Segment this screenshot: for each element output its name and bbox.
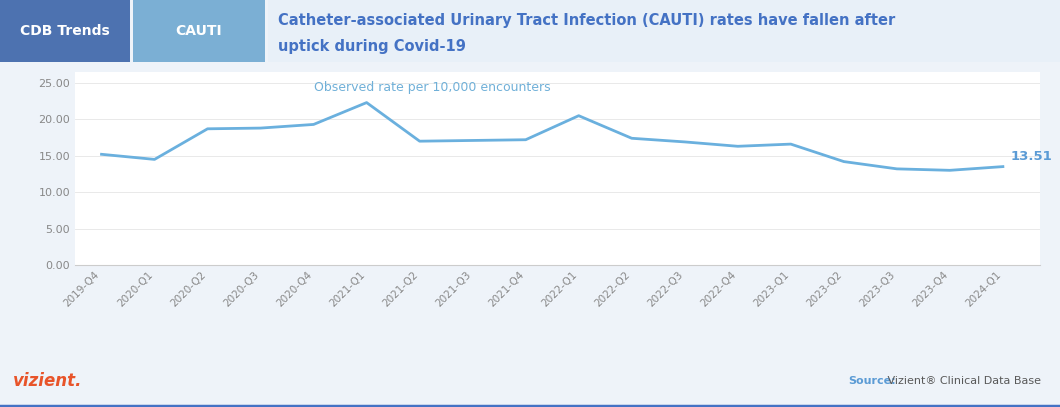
Text: CDB Trends: CDB Trends [20, 24, 110, 38]
Bar [0, 0, 130, 62]
Text: CAUTI: CAUTI [176, 24, 223, 38]
Text: Observed rate per 10,000 encounters: Observed rate per 10,000 encounters [314, 81, 550, 94]
Text: Source:: Source: [848, 376, 896, 386]
Text: 13.51: 13.51 [1011, 150, 1053, 163]
Bar [132, 0, 265, 62]
Text: Vizient® Clinical Data Base: Vizient® Clinical Data Base [884, 376, 1041, 386]
Text: vizient.: vizient. [13, 372, 83, 390]
Text: Catheter-associated Urinary Tract Infection (CAUTI) rates have fallen after: Catheter-associated Urinary Tract Infect… [278, 13, 896, 28]
Text: uptick during Covid-19: uptick during Covid-19 [278, 39, 466, 53]
Bar [268, 0, 1060, 62]
